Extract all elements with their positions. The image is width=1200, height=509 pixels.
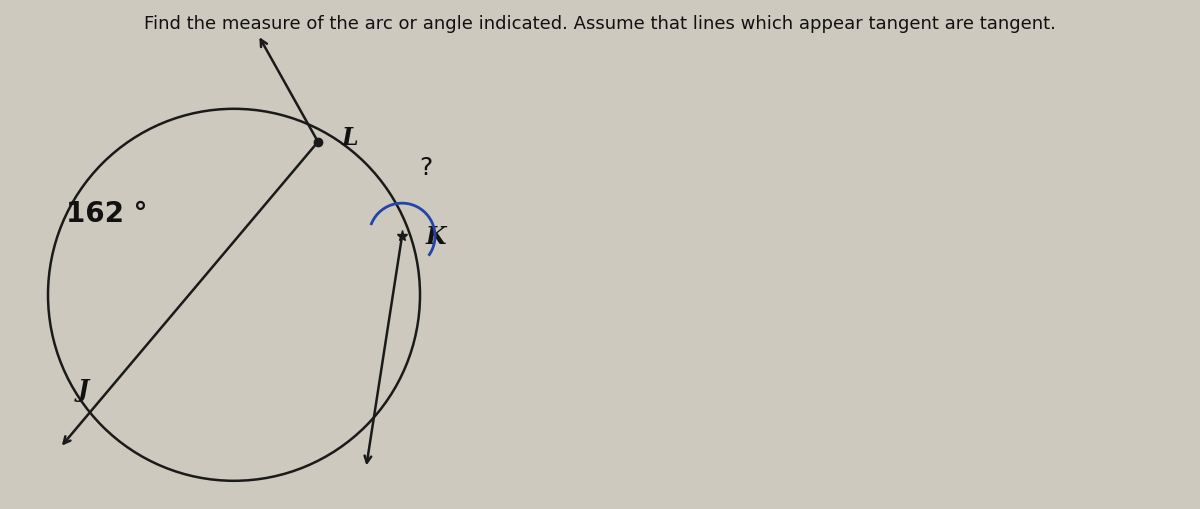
Text: ?: ? xyxy=(419,156,433,180)
Text: 162 °: 162 ° xyxy=(66,200,148,228)
Text: K: K xyxy=(426,224,446,249)
Text: L: L xyxy=(342,125,359,150)
Text: J: J xyxy=(78,377,89,402)
Text: Find the measure of the arc or angle indicated. Assume that lines which appear t: Find the measure of the arc or angle ind… xyxy=(144,15,1056,33)
